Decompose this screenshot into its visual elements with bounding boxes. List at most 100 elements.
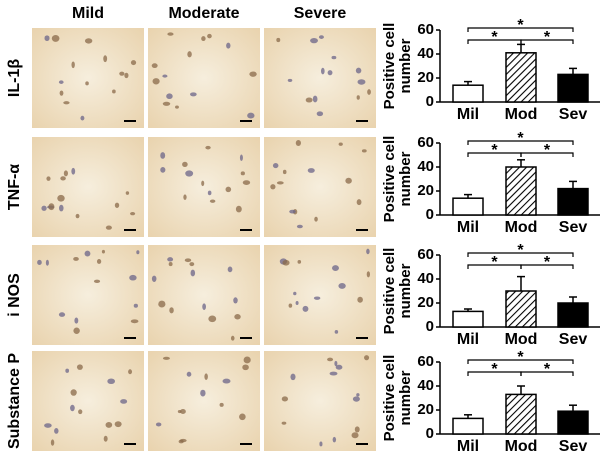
y-tick-label: 40 — [417, 158, 434, 175]
stained-cell — [312, 95, 318, 103]
stained-cell — [295, 301, 299, 305]
stained-cell — [219, 402, 224, 407]
stained-cell — [162, 101, 171, 106]
significance-label: * — [491, 254, 498, 271]
significance-bracket — [467, 140, 574, 145]
stained-cell — [78, 409, 83, 415]
stained-cell — [58, 312, 66, 317]
stained-cell — [70, 389, 77, 396]
y-tick-label: 60 — [417, 353, 434, 370]
stained-cell — [201, 36, 206, 42]
stained-cell — [208, 315, 217, 323]
stained-cell — [44, 423, 52, 428]
stained-cell — [288, 303, 293, 308]
significance-label: * — [491, 361, 498, 378]
stained-cell — [338, 142, 343, 146]
significance-label: * — [517, 242, 524, 259]
y-tick-label: 0 — [426, 93, 434, 110]
stained-cell — [334, 360, 338, 367]
bar — [505, 290, 537, 328]
stained-cell — [151, 63, 158, 69]
bar — [557, 302, 589, 328]
stained-cell — [84, 38, 93, 44]
stained-cell — [366, 248, 370, 255]
stained-cell — [361, 149, 367, 153]
stained-cell — [152, 78, 160, 85]
x-tick-label: Mod — [505, 438, 538, 455]
y-tick-label: 40 — [417, 377, 434, 394]
stained-cell — [202, 303, 206, 310]
stained-cell — [289, 209, 296, 214]
significance-label: * — [517, 130, 524, 147]
stained-cell — [162, 74, 168, 78]
significance-bracket — [520, 264, 574, 269]
significance-label: * — [491, 29, 498, 46]
stained-cell — [242, 364, 249, 371]
stained-cell — [293, 291, 297, 296]
histology-image — [148, 137, 260, 237]
stained-cell — [305, 97, 313, 103]
stained-cell — [235, 205, 242, 213]
bar — [505, 52, 537, 103]
stained-cell — [302, 305, 309, 312]
stained-cell — [327, 357, 334, 362]
stained-cell — [125, 191, 130, 195]
histology-image — [264, 137, 376, 237]
column-header: Severe — [294, 5, 347, 22]
bar — [557, 187, 589, 216]
stained-cell — [297, 260, 302, 264]
row-label: IL-1β — [6, 59, 23, 97]
stained-cell — [201, 180, 205, 187]
significance-label: * — [491, 142, 498, 159]
stained-cell — [357, 79, 366, 85]
bar — [557, 73, 589, 103]
histology-image — [264, 28, 376, 128]
stained-cell — [332, 436, 337, 443]
stained-cell — [225, 186, 232, 193]
stained-cell — [103, 435, 108, 442]
stained-cell — [133, 303, 138, 308]
stained-cell — [187, 51, 192, 58]
y-axis-label: Positive cell number — [381, 354, 414, 442]
stained-cell — [155, 422, 162, 427]
stained-cell — [151, 275, 157, 282]
significance-label: * — [544, 142, 551, 159]
stained-cell — [331, 55, 337, 60]
stained-cell — [177, 409, 182, 414]
stained-cell — [364, 355, 370, 361]
stained-cell — [105, 422, 113, 428]
y-tick-label: 20 — [417, 401, 434, 418]
stained-cell — [204, 373, 208, 380]
x-tick-label: Sev — [559, 219, 588, 236]
stained-cell — [167, 32, 174, 36]
histology-image — [264, 351, 376, 451]
stained-cell — [114, 202, 120, 208]
stained-cell — [276, 181, 284, 185]
stained-cell — [54, 427, 59, 434]
stained-cell — [205, 145, 211, 150]
stained-cell — [85, 81, 89, 86]
stained-cell — [70, 404, 75, 412]
stained-cell — [46, 176, 51, 181]
histology-image — [32, 245, 144, 345]
bar — [452, 197, 484, 216]
stained-cell — [233, 297, 238, 304]
stained-cell — [169, 307, 174, 314]
histology-image — [148, 245, 260, 345]
stained-cell — [270, 184, 276, 190]
stained-cell — [295, 140, 302, 146]
y-tick-label: 20 — [417, 182, 434, 199]
bar — [505, 393, 537, 435]
stained-cell — [190, 269, 196, 277]
stained-cell — [75, 213, 80, 219]
stained-cell — [249, 71, 257, 77]
y-tick-label: 40 — [417, 45, 434, 62]
stained-cell — [351, 432, 359, 439]
stained-cell — [356, 393, 360, 397]
stained-cell — [103, 55, 108, 63]
stained-cell — [296, 224, 303, 229]
significance-bracket — [520, 371, 574, 376]
stained-cell — [160, 152, 166, 159]
stained-cell — [189, 262, 195, 267]
y-tick-label: 40 — [417, 270, 434, 287]
